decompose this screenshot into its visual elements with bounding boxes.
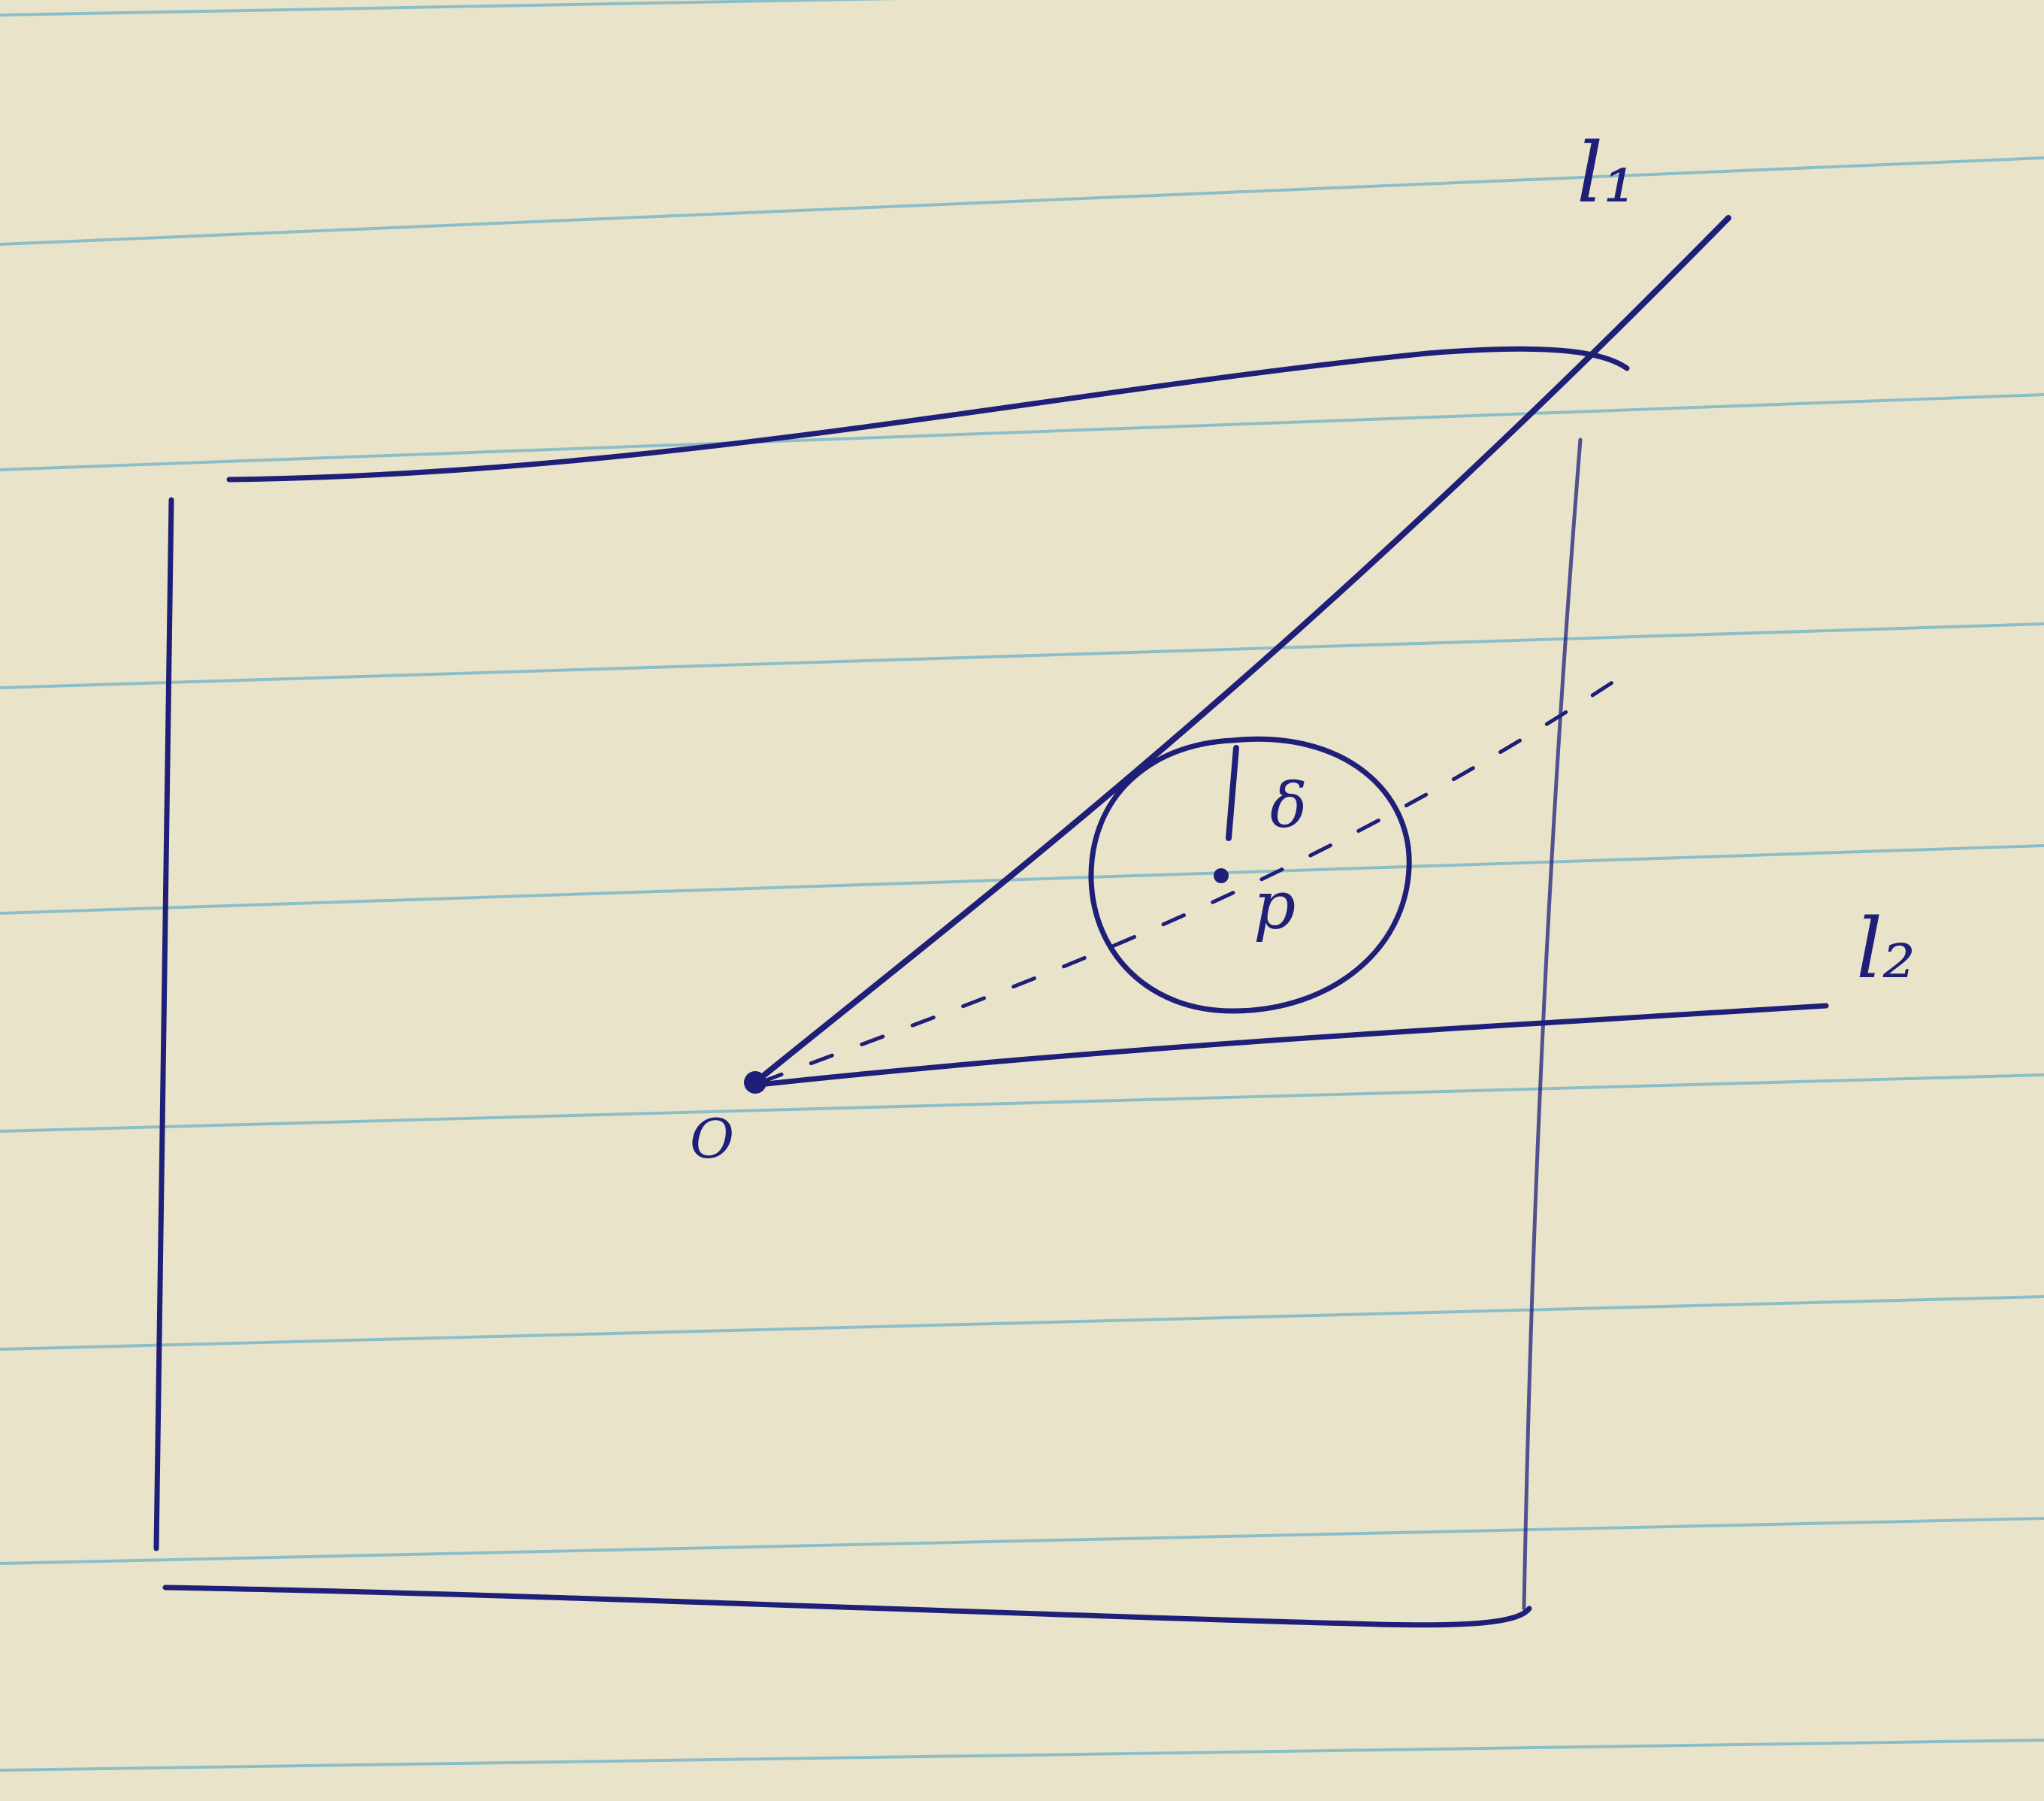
ruling-line: [0, 393, 2044, 471]
ruling-line: [0, 622, 2044, 689]
ruling-line: [0, 844, 2044, 915]
line-l2-label: l₂: [1856, 900, 1915, 997]
region-boundary: [153, 346, 1630, 1628]
ball-circle: [1088, 736, 1412, 1014]
ruling-line: [0, 0, 900, 17]
delta-ball: [1088, 736, 1412, 1014]
cone: [752, 215, 1829, 1088]
ruling-line: [0, 1073, 2044, 1133]
ruling-line: [0, 1517, 2044, 1565]
center-ray-dashed: [758, 678, 1618, 1085]
line-l1: [752, 215, 1731, 1085]
radius-segment: [1226, 745, 1239, 841]
region-right-edge: [1522, 437, 1583, 1611]
radius-label: δ: [1270, 770, 1307, 842]
region-top-edge: [226, 346, 1630, 483]
ruling-line: [0, 156, 2044, 246]
center-label: p: [1253, 867, 1296, 944]
ruling-line: [0, 1739, 2044, 1772]
origin-point: [744, 1071, 766, 1094]
region-bottom-edge: [162, 1585, 1532, 1628]
center-point: [1214, 868, 1229, 883]
origin-label: O: [690, 1107, 734, 1170]
line-l1-label: l₁: [1577, 125, 1636, 221]
region-left-edge: [153, 497, 174, 1551]
ruling-line: [0, 1295, 2044, 1351]
line-l2: [756, 1003, 1829, 1088]
